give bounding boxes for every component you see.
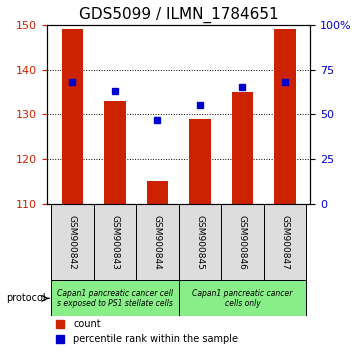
Bar <box>147 181 168 204</box>
Text: Capan1 pancreatic cancer
cells only: Capan1 pancreatic cancer cells only <box>192 289 293 308</box>
Text: protocol: protocol <box>6 293 46 303</box>
Bar <box>274 29 296 204</box>
Text: GSM900845: GSM900845 <box>195 215 204 269</box>
Text: GSM900842: GSM900842 <box>68 215 77 269</box>
Text: Capan1 pancreatic cancer cell
s exposed to PS1 stellate cells: Capan1 pancreatic cancer cell s exposed … <box>57 289 173 308</box>
Text: GSM900846: GSM900846 <box>238 215 247 269</box>
Bar <box>104 101 126 204</box>
Title: GDS5099 / ILMN_1784651: GDS5099 / ILMN_1784651 <box>79 7 278 23</box>
FancyBboxPatch shape <box>264 204 306 280</box>
Text: GSM900843: GSM900843 <box>110 215 119 269</box>
FancyBboxPatch shape <box>94 204 136 280</box>
Text: count: count <box>73 319 101 329</box>
FancyBboxPatch shape <box>179 204 221 280</box>
FancyBboxPatch shape <box>136 204 179 280</box>
Text: GSM900847: GSM900847 <box>280 215 290 269</box>
FancyBboxPatch shape <box>51 280 179 316</box>
Bar <box>232 92 253 204</box>
Bar <box>62 29 83 204</box>
FancyBboxPatch shape <box>51 204 94 280</box>
FancyBboxPatch shape <box>221 204 264 280</box>
Bar <box>189 119 210 204</box>
FancyBboxPatch shape <box>179 280 306 316</box>
Text: GSM900844: GSM900844 <box>153 215 162 269</box>
Text: percentile rank within the sample: percentile rank within the sample <box>73 334 238 344</box>
